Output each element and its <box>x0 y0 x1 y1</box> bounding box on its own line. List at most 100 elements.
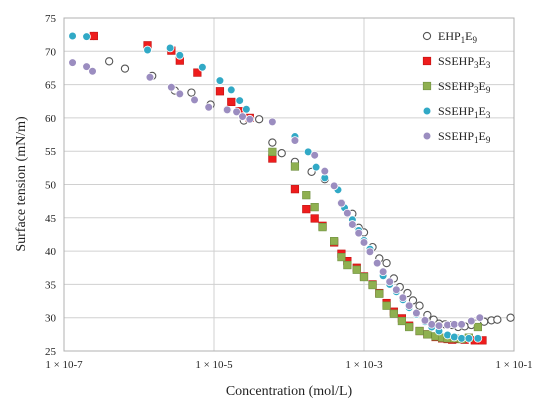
legend-marker <box>422 106 432 116</box>
plot-frame <box>63 17 515 352</box>
data-point <box>343 260 352 270</box>
data-point <box>475 313 485 323</box>
data-point <box>457 334 466 343</box>
y-tick-label: 65 <box>45 80 57 92</box>
data-point <box>167 82 176 92</box>
data-point <box>215 87 225 96</box>
data-point <box>145 72 155 82</box>
data-point <box>68 58 77 67</box>
x-axis-title: Concentration (mol/L) <box>226 384 353 399</box>
data-point <box>365 247 375 257</box>
y-tick-label: 60 <box>45 113 57 125</box>
data-point <box>68 31 77 41</box>
data-point <box>329 181 339 191</box>
data-point <box>385 277 394 287</box>
y-axis-title: Surface tension (mN/m) <box>14 116 29 252</box>
data-point <box>302 191 311 200</box>
data-point <box>420 316 430 325</box>
data-point <box>493 315 502 324</box>
data-point <box>268 147 277 156</box>
legend-label: SSEHP1E3 <box>438 104 491 120</box>
data-point <box>337 198 346 208</box>
data-point <box>302 205 311 214</box>
legend-label-part: 9 <box>473 35 478 45</box>
legend-label-part: SSEHP <box>438 129 474 143</box>
x-tick-label: 1 × 10-1 <box>495 359 532 371</box>
legend-label-part: 3 <box>474 60 479 70</box>
data-point <box>222 105 232 115</box>
data-point <box>375 289 384 298</box>
data-point <box>398 293 408 303</box>
data-point <box>268 138 277 147</box>
x-tick-label: 1 × 10-7 <box>45 359 83 371</box>
y-tick-label: 30 <box>45 313 57 325</box>
data-point <box>320 166 330 176</box>
data-point <box>467 316 476 326</box>
data-point <box>473 322 482 332</box>
legend-item: SSEHP3E3 <box>422 54 491 70</box>
y-tick-label: 40 <box>45 246 57 258</box>
data-point <box>354 228 364 238</box>
data-point <box>330 237 339 246</box>
legend-item: SSEHP1E9 <box>422 129 491 145</box>
data-point <box>392 285 401 295</box>
data-point <box>415 326 424 336</box>
data-point <box>89 31 98 41</box>
data-point <box>404 301 414 311</box>
data-point <box>120 64 130 73</box>
data-point <box>226 85 236 95</box>
legend-marker <box>422 81 432 91</box>
data-point <box>450 332 459 342</box>
legend-label-part: 3 <box>486 60 491 70</box>
legend-item: SSEHP1E3 <box>422 104 491 120</box>
data-point <box>389 309 398 318</box>
data-point <box>348 220 357 229</box>
data-point <box>318 223 327 232</box>
data-point <box>506 313 515 322</box>
x-tick-label: 1 × 10-3 <box>345 359 383 371</box>
data-point <box>382 258 391 268</box>
data-point <box>427 320 437 329</box>
data-point <box>378 267 388 277</box>
data-point <box>290 136 300 145</box>
legend-item: EHP1E9 <box>422 29 478 45</box>
y-tick-label: 25 <box>45 346 57 358</box>
y-tick-label: 70 <box>45 46 57 58</box>
data-point <box>310 203 319 212</box>
legend-label-part: 3 <box>486 110 491 120</box>
data-point <box>82 62 91 71</box>
x-tick-label: 1 × 10-5 <box>195 359 233 371</box>
legend-label: SSEHP1E9 <box>438 129 491 145</box>
data-point <box>245 114 255 124</box>
y-tick-label: 75 <box>45 13 57 25</box>
data-point <box>242 104 251 114</box>
legend-label-part: 9 <box>486 135 491 145</box>
data-point <box>175 50 185 60</box>
data-point <box>232 107 241 117</box>
data-point <box>215 76 225 85</box>
y-tick-label: 45 <box>45 213 57 225</box>
legend-marker <box>422 56 432 66</box>
data-point <box>290 185 300 194</box>
data-point <box>143 45 152 55</box>
legend-label-part: SSEHP <box>438 79 474 93</box>
legend-label-part: EHP <box>438 29 461 43</box>
data-point <box>193 68 202 77</box>
series-SSEHP1E9 <box>68 58 485 330</box>
data-point <box>235 96 244 105</box>
data-point <box>405 322 414 332</box>
legend-label-part: 1 <box>474 110 479 120</box>
data-point <box>359 238 369 247</box>
data-point <box>187 88 196 97</box>
data-point <box>337 252 346 262</box>
data-point <box>412 308 421 318</box>
data-point <box>277 149 286 158</box>
y-tick-label: 50 <box>45 180 57 192</box>
legend-label-part: SSEHP <box>438 104 474 118</box>
legend-marker <box>422 131 432 141</box>
y-tick-label: 55 <box>45 146 57 158</box>
data-point <box>255 115 264 124</box>
data-point <box>352 265 361 274</box>
